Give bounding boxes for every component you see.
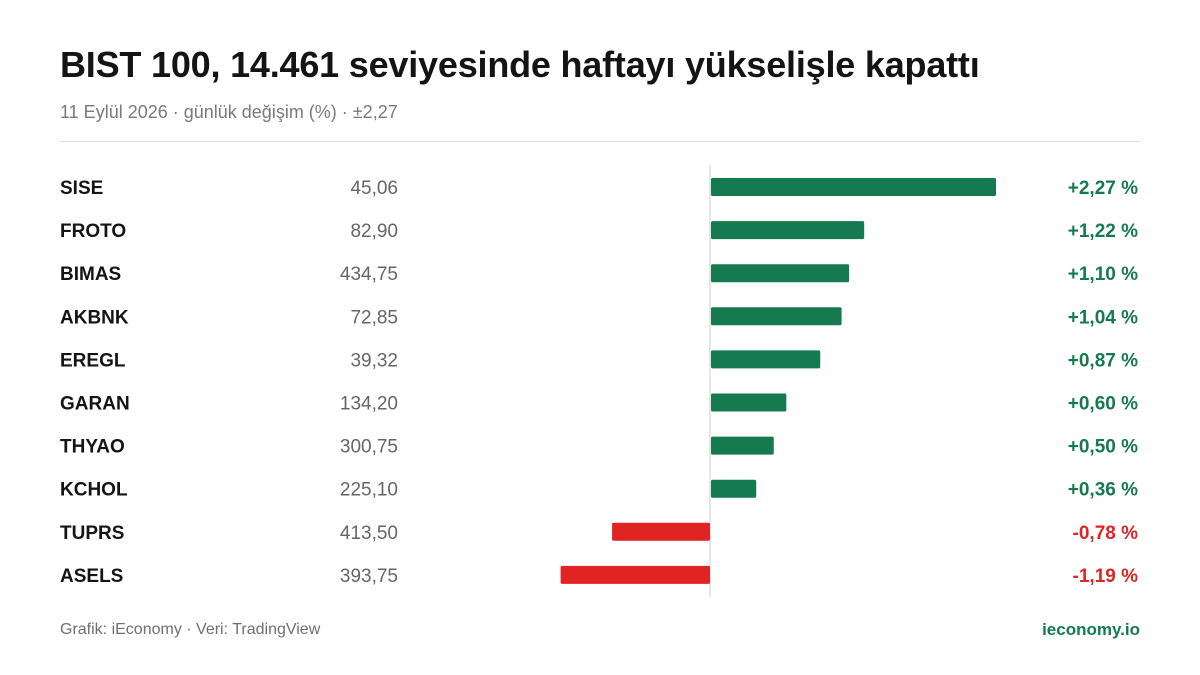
ticker-label: KCHOL <box>60 480 128 501</box>
chart-subtitle: 11 Eylül 2026 · günlük değişim (%) · ±2,… <box>60 102 398 122</box>
change-label: +0,87 % <box>1068 350 1138 371</box>
change-label: +1,04 % <box>1068 307 1138 328</box>
bar <box>711 436 774 455</box>
ticker-label: THYAO <box>60 437 125 458</box>
change-label: +1,10 % <box>1068 264 1138 285</box>
bar <box>612 522 710 541</box>
bar <box>711 479 757 498</box>
bar <box>711 307 842 326</box>
price-label: 413,50 <box>340 523 398 544</box>
chart-title: BIST 100, 14.461 seviyesinde haftayı yük… <box>60 44 980 85</box>
bar <box>711 178 996 196</box>
price-label: 82,90 <box>350 221 398 242</box>
change-label: +1,22 % <box>1068 221 1138 242</box>
bar <box>560 565 710 584</box>
price-label: 39,32 <box>350 350 398 371</box>
change-label: +0,50 % <box>1068 437 1138 458</box>
change-label: -1,19 % <box>1073 566 1139 587</box>
price-label: 300,75 <box>340 437 398 458</box>
bar <box>711 350 821 369</box>
price-label: 393,75 <box>340 566 398 587</box>
ticker-label: GARAN <box>60 394 130 415</box>
brand-link[interactable]: ieconomy.io <box>1042 620 1140 639</box>
price-label: 72,85 <box>350 307 398 328</box>
change-label: -0,78 % <box>1073 523 1139 544</box>
price-label: 45,06 <box>350 178 398 199</box>
bar <box>711 264 850 283</box>
bar <box>711 393 787 412</box>
change-label: +2,27 % <box>1068 178 1138 199</box>
bar <box>711 221 865 240</box>
ticker-label: EREGL <box>60 350 126 371</box>
ticker-label: AKBNK <box>60 307 129 328</box>
ticker-label: FROTO <box>60 221 126 242</box>
ticker-label: SISE <box>60 178 103 199</box>
ticker-label: BIMAS <box>60 264 121 285</box>
source-credit: Grafik: iEconomy · Veri: TradingView <box>60 621 321 638</box>
ticker-label: TUPRS <box>60 523 124 544</box>
price-label: 434,75 <box>340 264 398 285</box>
change-label: +0,60 % <box>1068 394 1138 415</box>
ticker-label: ASELS <box>60 566 123 587</box>
price-label: 134,20 <box>340 394 398 415</box>
change-label: +0,36 % <box>1068 480 1138 501</box>
price-label: 225,10 <box>340 480 398 501</box>
header-divider <box>60 141 1140 142</box>
